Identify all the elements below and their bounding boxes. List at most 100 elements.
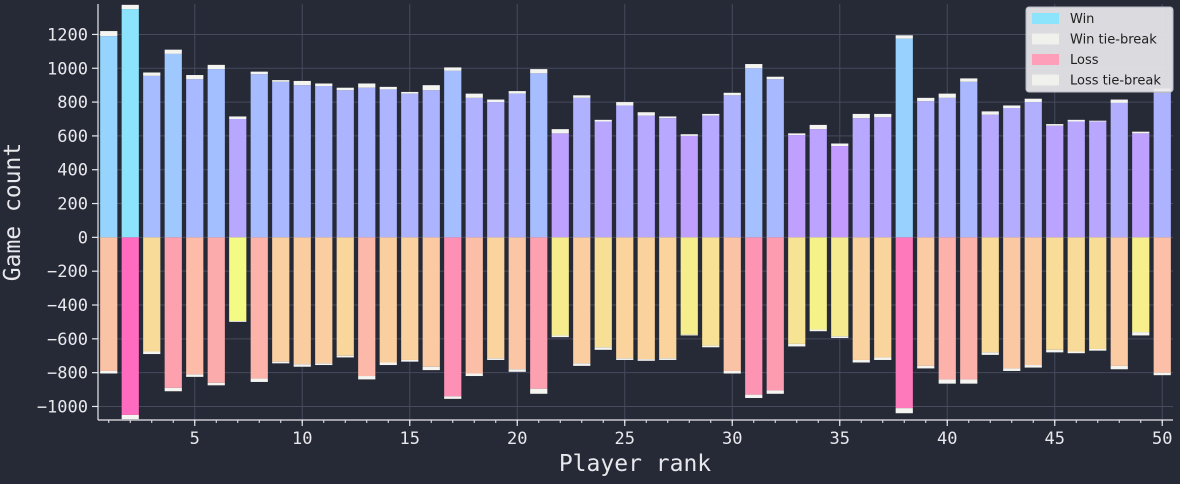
bar-loss bbox=[336, 237, 354, 356]
bar-win-tie-break bbox=[315, 83, 333, 87]
bar-loss-tie-break bbox=[766, 390, 784, 394]
bar-win-tie-break bbox=[1024, 98, 1042, 103]
bar-loss-tie-break bbox=[938, 379, 956, 384]
bar-loss bbox=[530, 237, 548, 389]
bar-loss bbox=[702, 237, 720, 346]
y-tick-label: 200 bbox=[57, 195, 88, 215]
bar-loss bbox=[1132, 237, 1150, 333]
bar-win-tie-break bbox=[487, 99, 505, 103]
bar-win bbox=[637, 115, 655, 238]
bar-win-tie-break bbox=[358, 83, 376, 88]
bar-win-tie-break bbox=[938, 93, 956, 98]
bar-win bbox=[508, 93, 526, 238]
bar-loss-tie-break bbox=[917, 365, 935, 369]
bar-loss-tie-break bbox=[895, 408, 913, 414]
bar-win-tie-break bbox=[551, 129, 569, 134]
bar-win bbox=[207, 69, 225, 238]
bar-win bbox=[444, 70, 462, 238]
bar-loss-tie-break bbox=[723, 370, 741, 374]
bar-loss bbox=[358, 237, 376, 377]
x-tick-label: 10 bbox=[292, 429, 312, 449]
legend-swatch-3 bbox=[1032, 74, 1059, 86]
bar-loss-tie-break bbox=[831, 336, 849, 338]
y-tick-label: 1000 bbox=[47, 59, 88, 79]
bar-win-tie-break bbox=[702, 113, 720, 116]
bar-loss-tie-break bbox=[336, 355, 354, 358]
bar-loss bbox=[1067, 237, 1085, 352]
bar-win bbox=[723, 95, 741, 238]
bar-loss bbox=[981, 237, 999, 353]
bar-loss-tie-break bbox=[702, 345, 720, 348]
bar-win bbox=[766, 79, 784, 238]
bar-loss bbox=[229, 237, 247, 322]
legend-swatch-0 bbox=[1032, 13, 1059, 24]
bar-loss bbox=[960, 237, 978, 380]
bar-loss bbox=[852, 237, 870, 360]
bar-win bbox=[1132, 133, 1150, 238]
bar-win bbox=[809, 129, 827, 238]
bar-win bbox=[143, 75, 161, 238]
bar-loss bbox=[680, 237, 698, 335]
bar-loss bbox=[917, 237, 935, 366]
bar-loss bbox=[723, 237, 741, 371]
bar-win bbox=[745, 68, 763, 238]
bar-loss bbox=[164, 237, 182, 388]
bar-loss-tie-break bbox=[1153, 372, 1171, 376]
y-tick-label: 600 bbox=[57, 127, 88, 147]
bar-loss-tie-break bbox=[508, 369, 526, 372]
bar-loss-tie-break bbox=[186, 374, 204, 377]
bar-loss-tie-break bbox=[551, 335, 569, 338]
legend-label-0: Win bbox=[1070, 12, 1094, 27]
bar-loss bbox=[487, 237, 505, 359]
bar-win-tie-break bbox=[121, 4, 139, 10]
y-tick-label: 400 bbox=[57, 161, 88, 181]
bar-loss-tie-break bbox=[272, 361, 290, 364]
bar-win-tie-break bbox=[1046, 124, 1064, 126]
bar-win bbox=[379, 89, 397, 238]
bars bbox=[100, 4, 1171, 420]
bar-loss bbox=[250, 237, 268, 379]
bar-loss-tie-break bbox=[293, 364, 311, 367]
bar-win-tie-break bbox=[831, 143, 849, 147]
bar-win-tie-break bbox=[960, 78, 978, 82]
x-axis-title: Player rank bbox=[559, 451, 711, 477]
bar-win-tie-break bbox=[594, 119, 612, 122]
bar-loss bbox=[422, 237, 440, 367]
bar-loss bbox=[616, 237, 634, 359]
bar-loss-tie-break bbox=[573, 363, 591, 366]
bar-loss-tie-break bbox=[1003, 368, 1021, 371]
bar-win bbox=[487, 102, 505, 238]
bar-win-tie-break bbox=[186, 75, 204, 80]
bar-win bbox=[315, 86, 333, 238]
bar-loss bbox=[186, 237, 204, 375]
bar-loss-tie-break bbox=[164, 387, 182, 392]
bar-win-tie-break bbox=[229, 116, 247, 119]
y-tick-label: 800 bbox=[57, 93, 88, 113]
bar-loss-tie-break bbox=[379, 362, 397, 366]
y-axis-title: Game count bbox=[0, 143, 26, 281]
bar-win-tie-break bbox=[1132, 131, 1150, 134]
bar-loss-tie-break bbox=[659, 358, 677, 360]
bar-win-tie-break bbox=[981, 111, 999, 115]
tick-labels: −1000 −800 −600 −400 −200 0 200 400 600 800 1000 12… bbox=[37, 25, 1173, 449]
bar-loss-tie-break bbox=[594, 347, 612, 350]
bar-loss bbox=[100, 237, 118, 371]
bar-win bbox=[1110, 102, 1128, 238]
legend-swatch-1 bbox=[1032, 33, 1059, 45]
bar-win-tie-break bbox=[293, 80, 311, 86]
bar-win-tie-break bbox=[573, 95, 591, 98]
bar-loss-tie-break bbox=[745, 394, 763, 399]
legend-label-2: Loss bbox=[1070, 53, 1099, 68]
bar-loss bbox=[788, 237, 806, 344]
bar-win bbox=[616, 105, 634, 238]
bar-loss bbox=[315, 237, 333, 364]
bar-win bbox=[358, 87, 376, 238]
bar-loss-tie-break bbox=[250, 378, 268, 382]
y-tick-label: −600 bbox=[47, 330, 88, 350]
x-tick-label: 30 bbox=[722, 429, 742, 449]
bar-win-tie-break bbox=[659, 116, 677, 119]
bar-loss-tie-break bbox=[229, 321, 247, 322]
bar-win bbox=[831, 146, 849, 238]
bar-loss-tie-break bbox=[637, 359, 655, 361]
